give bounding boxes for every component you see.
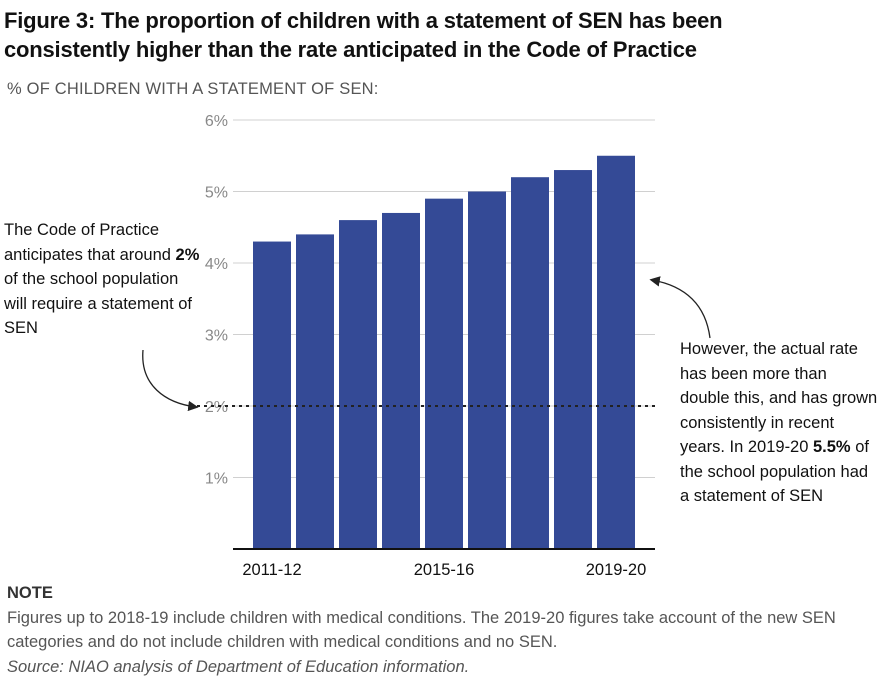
- annotation-left: The Code of Practice anticipates that ar…: [4, 218, 204, 341]
- chart-title-line-1: Figure 3: The proportion of children wit…: [4, 8, 723, 33]
- bar: [468, 191, 506, 549]
- bar: [253, 241, 291, 550]
- bar: [296, 234, 334, 549]
- annotation-right-bold: 5.5%: [813, 438, 851, 456]
- y-tick-label: 5%: [205, 185, 228, 202]
- bar: [425, 198, 463, 549]
- chart-title-line-2: consistently higher than the rate antici…: [4, 37, 697, 62]
- y-tick-label: 4%: [205, 256, 228, 273]
- annotation-right-arrow: [649, 276, 711, 339]
- x-tick-label: 2015-16: [414, 561, 475, 579]
- bar: [382, 212, 420, 549]
- y-tick-label: 1%: [205, 471, 228, 488]
- note-heading: NOTE: [7, 584, 53, 602]
- annotation-right-text-2: of the school population had a statement…: [680, 438, 869, 505]
- annotation-left-arrow: [142, 349, 199, 412]
- y-tick-label: 2%: [205, 399, 228, 416]
- bar: [511, 177, 549, 549]
- x-tick-label: 2011-12: [242, 561, 301, 579]
- chart-title: Figure 3: The proportion of children wit…: [4, 6, 880, 64]
- note-text: Figures up to 2018-19 include children w…: [7, 608, 836, 652]
- bar: [339, 220, 377, 549]
- bar: [554, 170, 592, 550]
- annotation-right: However, the actual rate has been more t…: [680, 337, 880, 509]
- annotation-left-bold: 2%: [175, 245, 200, 264]
- bar: [597, 155, 635, 549]
- y-tick-label: 6%: [205, 113, 228, 130]
- note-section: NOTE Figures up to 2018-19 include child…: [7, 581, 883, 679]
- annotation-right-text-1: However, the actual rate has been more t…: [680, 340, 878, 456]
- note-source: Source: NIAO analysis of Department of E…: [7, 657, 470, 676]
- y-tick-label: 3%: [205, 328, 228, 345]
- annotation-left-text-1: The Code of Practice anticipates that ar…: [4, 221, 176, 264]
- chart-subtitle: % OF CHILDREN WITH A STATEMENT OF SEN:: [7, 80, 379, 98]
- x-tick-label: 2019-20: [586, 561, 647, 579]
- annotation-left-text-2: of the school population will require a …: [4, 270, 193, 337]
